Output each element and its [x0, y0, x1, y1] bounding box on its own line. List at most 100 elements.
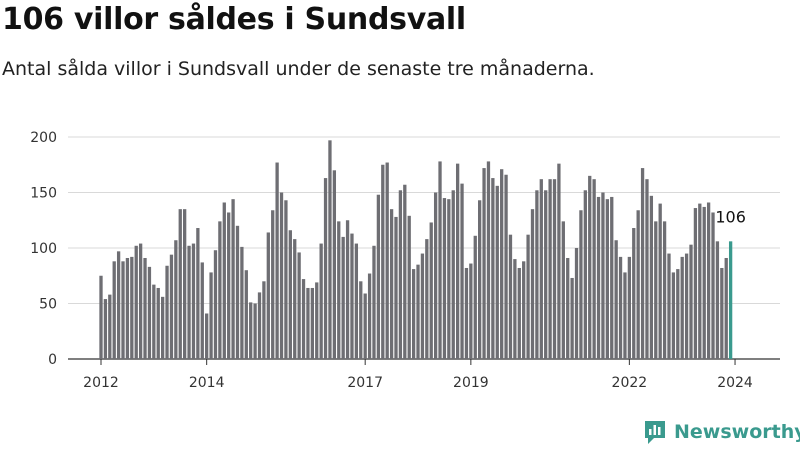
bar — [169, 254, 174, 359]
bar — [200, 262, 204, 359]
bar — [451, 190, 455, 359]
bar — [143, 257, 147, 359]
bar — [178, 209, 182, 359]
bar — [183, 209, 187, 359]
bar — [522, 261, 526, 359]
bar — [671, 272, 676, 359]
bar — [152, 284, 156, 359]
bar — [610, 196, 614, 359]
x-tick-label: 2017 — [347, 375, 383, 391]
bar — [702, 206, 706, 359]
bar — [350, 233, 354, 359]
bar — [482, 168, 486, 359]
newsworthy-icon — [645, 421, 665, 444]
x-tick-label: 2019 — [453, 375, 489, 391]
bar — [315, 282, 319, 359]
bar — [574, 248, 579, 359]
bar — [138, 243, 143, 359]
bar — [715, 241, 720, 359]
bar — [632, 228, 636, 359]
bar — [381, 164, 385, 359]
bar — [416, 264, 420, 359]
page-title: 106 villor såldes i Sundsvall — [2, 2, 466, 37]
bar — [583, 190, 587, 359]
bar — [359, 281, 363, 359]
bar — [147, 266, 152, 359]
bar — [680, 256, 684, 359]
bar — [332, 170, 337, 359]
y-tick-label: 0 — [48, 352, 57, 368]
bar — [301, 279, 306, 359]
bar — [227, 212, 231, 359]
bar — [636, 210, 640, 359]
bar — [262, 281, 266, 359]
bar — [341, 236, 345, 359]
bar — [160, 296, 165, 359]
bar — [645, 179, 649, 359]
bar — [411, 269, 416, 359]
bar — [134, 245, 138, 359]
bar — [165, 265, 169, 359]
bar — [156, 287, 160, 359]
bar — [433, 192, 438, 359]
bar — [623, 272, 627, 359]
bar — [130, 256, 134, 359]
bar — [112, 261, 116, 359]
bar — [345, 220, 350, 359]
bar — [460, 183, 464, 359]
bar — [257, 292, 262, 359]
bar — [508, 234, 513, 359]
bar — [249, 302, 253, 359]
bar — [486, 161, 491, 359]
bar — [284, 200, 288, 359]
bar — [720, 267, 724, 359]
bar — [266, 232, 270, 359]
y-tick-label: 50 — [39, 297, 57, 313]
bar — [319, 243, 323, 359]
bar — [667, 253, 671, 359]
bar — [706, 202, 711, 359]
bar — [420, 253, 425, 359]
bar — [103, 299, 108, 359]
bar — [596, 196, 601, 359]
bar — [526, 234, 530, 359]
bar — [191, 243, 196, 359]
x-tick-label: 2024 — [717, 375, 753, 391]
bar — [222, 202, 226, 359]
bar — [323, 178, 328, 359]
bar-highlight — [728, 241, 733, 359]
y-tick-label: 200 — [30, 130, 57, 146]
bar — [218, 221, 222, 359]
bar — [491, 178, 495, 359]
bar — [689, 244, 693, 359]
bar — [363, 293, 367, 359]
bar — [592, 179, 596, 359]
bar — [235, 225, 240, 359]
bar — [504, 174, 508, 359]
bar — [407, 215, 411, 359]
bar — [517, 267, 521, 359]
bar — [121, 261, 125, 359]
bar — [187, 245, 191, 359]
x-tick-label: 2012 — [83, 375, 119, 391]
bar — [125, 257, 130, 359]
bar — [544, 190, 548, 359]
bars — [99, 140, 733, 359]
bar — [724, 257, 728, 359]
bar — [495, 185, 499, 359]
bar — [561, 221, 565, 359]
bar — [297, 252, 301, 359]
bar — [213, 250, 218, 359]
bar — [403, 184, 407, 359]
bar — [566, 257, 570, 359]
bar — [473, 235, 477, 359]
bar — [205, 313, 209, 359]
x-axis-ticks: 2012 2014 2017 2019 2022 2024 — [83, 359, 753, 391]
bar — [455, 163, 460, 359]
bar — [394, 216, 398, 359]
bar — [640, 168, 645, 359]
bar — [385, 162, 389, 359]
bar — [579, 210, 583, 359]
bar — [231, 199, 235, 359]
